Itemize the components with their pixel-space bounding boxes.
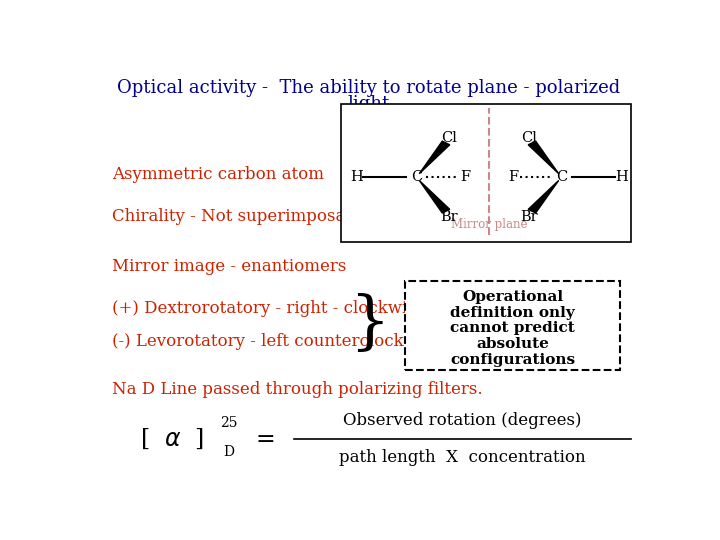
Text: H: H <box>616 170 628 184</box>
Text: 25: 25 <box>220 416 238 430</box>
Text: [  $\alpha$  ]: [ $\alpha$ ] <box>140 427 204 451</box>
Text: Mirror image - enantiomers: Mirror image - enantiomers <box>112 258 347 275</box>
Text: path length  X  concentration: path length X concentration <box>339 449 586 466</box>
Polygon shape <box>419 180 450 213</box>
Text: D: D <box>222 446 234 460</box>
Text: =: = <box>256 428 276 450</box>
Text: C: C <box>411 170 422 184</box>
FancyBboxPatch shape <box>341 104 631 241</box>
Text: absolute: absolute <box>476 337 549 351</box>
Text: Cl: Cl <box>441 131 456 145</box>
Text: H: H <box>350 170 363 184</box>
Polygon shape <box>528 141 559 174</box>
Text: Br: Br <box>521 210 538 224</box>
Polygon shape <box>528 180 559 213</box>
Polygon shape <box>419 141 450 174</box>
Text: light: light <box>348 95 390 113</box>
Text: F: F <box>508 170 518 184</box>
Text: (-) Levorotatory - left counterclockwise: (-) Levorotatory - left counterclockwise <box>112 333 442 350</box>
Text: C: C <box>556 170 567 184</box>
FancyBboxPatch shape <box>405 281 620 370</box>
Text: Cl: Cl <box>521 131 537 145</box>
Text: }: } <box>348 294 390 355</box>
Text: configurations: configurations <box>450 353 575 367</box>
Text: F: F <box>460 170 470 184</box>
Text: Na D Line passed through polarizing filters.: Na D Line passed through polarizing filt… <box>112 381 483 397</box>
Text: (+) Dextrorotatory - right - clockwise: (+) Dextrorotatory - right - clockwise <box>112 300 426 316</box>
Text: cannot predict: cannot predict <box>450 321 575 335</box>
Text: definition only: definition only <box>450 306 575 320</box>
Text: Observed rotation (degrees): Observed rotation (degrees) <box>343 412 582 429</box>
Text: Br: Br <box>440 210 458 224</box>
Text: Mirror plane: Mirror plane <box>451 218 527 231</box>
Text: Operational: Operational <box>462 290 563 304</box>
Text: Asymmetric carbon atom: Asymmetric carbon atom <box>112 166 324 184</box>
Text: Optical activity -  The ability to rotate plane - polarized: Optical activity - The ability to rotate… <box>117 79 621 97</box>
Text: Chirality - Not superimposable: Chirality - Not superimposable <box>112 208 372 225</box>
